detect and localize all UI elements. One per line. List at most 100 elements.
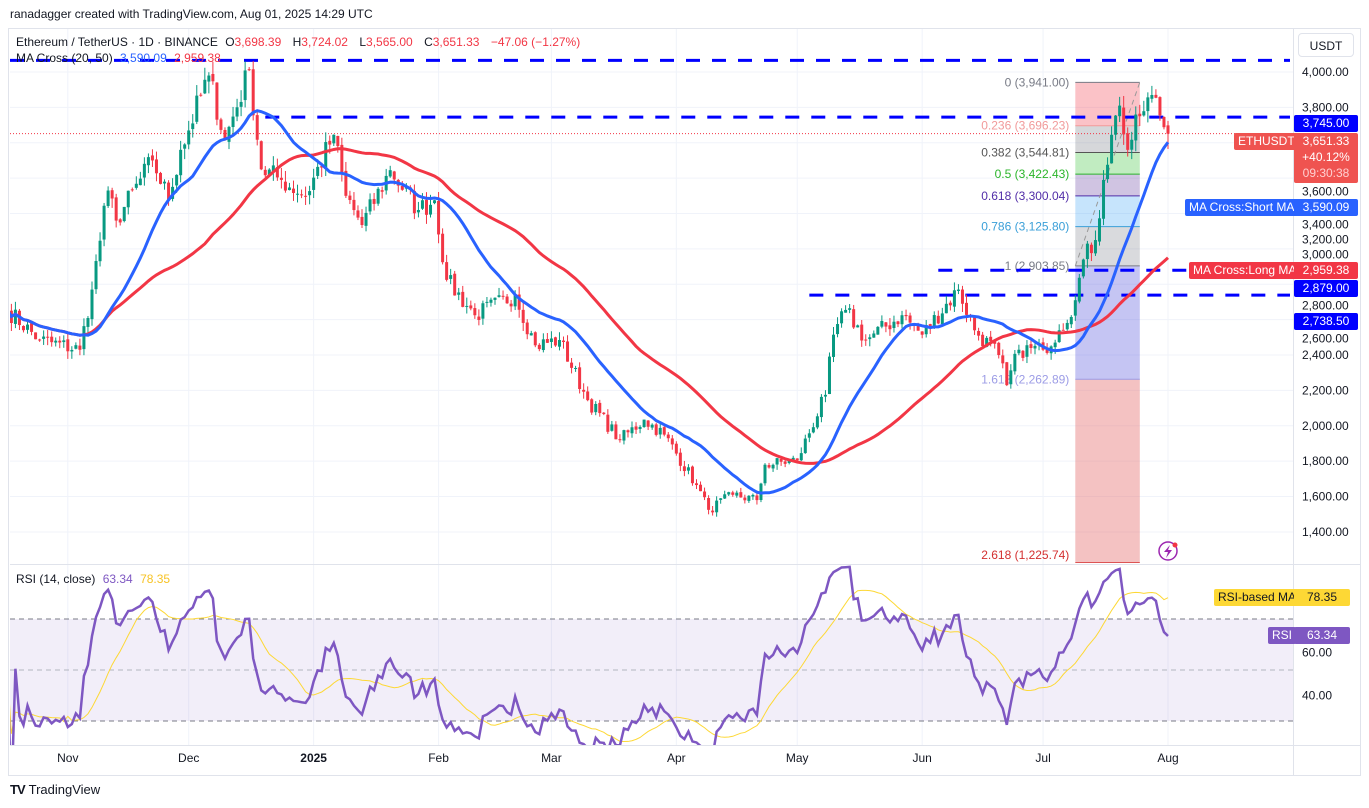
candle-body — [1162, 116, 1166, 128]
candle-body — [175, 174, 179, 186]
x-tick-label: Feb — [428, 751, 449, 765]
bar-countdown: 09:30:38 — [1302, 166, 1350, 181]
long-ma-tag: 2,959.38 — [1294, 262, 1358, 280]
candle-body — [711, 510, 715, 513]
candle-body — [70, 349, 74, 352]
candle-body — [1122, 107, 1126, 135]
candle-body — [416, 209, 420, 213]
candle-body — [255, 115, 259, 140]
candle-body — [743, 497, 747, 501]
candle-body — [388, 170, 392, 177]
rsi-ma-line — [10, 589, 1169, 742]
candle-body — [453, 273, 457, 296]
candle-body — [614, 424, 618, 440]
ma-short-value: 3,590.09 — [120, 51, 167, 65]
candle-body — [6, 305, 9, 310]
ohlc-open: O3,698.39 — [225, 35, 285, 49]
candle-body — [791, 457, 795, 461]
candle-body — [134, 183, 138, 188]
candle-body — [682, 466, 686, 472]
candle-body — [50, 336, 54, 343]
candle-body — [574, 367, 578, 369]
candle-body — [775, 458, 779, 465]
candle-body — [779, 458, 783, 462]
candle-body — [473, 308, 477, 316]
candle-body — [836, 324, 840, 335]
candle-body — [1093, 240, 1097, 254]
candle-body — [811, 427, 815, 433]
candle-body — [1065, 322, 1069, 330]
y-tick-label: 3,600.00 — [1302, 184, 1349, 198]
candle-body — [461, 291, 465, 307]
candle-body — [191, 123, 195, 130]
candle-body — [723, 494, 727, 499]
short-ma-label: MA Cross:Short MA — [1185, 199, 1299, 217]
tradingview-brand: TradingView — [28, 782, 101, 797]
tradingview-footer[interactable]: TV TradingView — [10, 782, 100, 797]
candle-body — [223, 129, 227, 141]
candle-body — [932, 315, 936, 327]
candle-body — [960, 289, 964, 304]
rsi-ma-label: RSI-based MA — [1214, 589, 1301, 607]
candle-body — [465, 305, 469, 307]
fib-level-label: 0 (3,941.00) — [1005, 75, 1070, 89]
candle-body — [948, 302, 952, 306]
candle-body — [566, 341, 570, 362]
candle-body — [324, 142, 328, 169]
ma-indicator-name: MA Cross (20, 50) — [16, 51, 113, 65]
fibonacci-retracement — [1074, 81, 1141, 563]
candle-body — [54, 340, 58, 343]
candle-body — [719, 498, 723, 500]
candle-body — [42, 336, 46, 339]
ma-legend[interactable]: MA Cross (20, 50) 3,590.09 2,959.38 — [16, 51, 225, 65]
candle-body — [300, 194, 304, 196]
candle-body — [767, 465, 771, 468]
x-tick-label: Jun — [912, 751, 931, 765]
rsi-indicator-name: RSI (14, close) — [16, 572, 96, 586]
y-tick-label: 1,400.00 — [1302, 525, 1349, 539]
currency-button[interactable]: USDT — [1298, 33, 1354, 57]
candle-body — [98, 240, 102, 262]
candle-body — [38, 339, 42, 341]
long-ma-label: MA Cross:Long MA — [1189, 262, 1301, 280]
rsi-legend[interactable]: RSI (14, close) 63.34 78.35 — [16, 572, 174, 586]
x-tick-label: May — [786, 751, 809, 765]
candle-body — [815, 416, 819, 428]
candle-body — [501, 295, 505, 297]
candle-body — [646, 420, 650, 427]
low-label: L — [359, 35, 367, 49]
candle-body — [263, 169, 267, 176]
rsi-tag: 63.34 — [1294, 627, 1350, 645]
candle-body — [420, 200, 424, 209]
fib-zone — [1075, 82, 1140, 126]
candle-body — [150, 155, 154, 161]
last-price-tag: 3,651.33 +40.12% 09:30:38 — [1294, 133, 1358, 184]
candle-body — [989, 336, 993, 342]
candle-body — [207, 75, 211, 82]
candle-body — [562, 340, 565, 343]
candle-body — [840, 311, 844, 324]
candle-body — [582, 389, 586, 392]
candle-body — [34, 332, 38, 340]
candle-body — [924, 325, 928, 335]
candle-body — [122, 206, 126, 222]
x-tick-label: Dec — [178, 751, 199, 765]
candle-body — [985, 337, 989, 347]
candle-body — [940, 313, 944, 325]
candle-body — [267, 169, 271, 175]
chart-frame — [8, 28, 1361, 776]
candle-body — [30, 323, 34, 332]
candle-body — [630, 427, 634, 434]
candle-body — [997, 342, 1001, 356]
candle-body — [666, 434, 670, 439]
candle-body — [533, 332, 537, 346]
candle-body — [235, 107, 239, 117]
candle-body — [1081, 259, 1085, 277]
fib-level-label: 1 (2,903.85) — [1005, 259, 1070, 273]
rsi-lines — [10, 565, 1169, 745]
long-ma-line — [10, 147, 1170, 465]
candle-body — [1013, 353, 1017, 372]
candle-body — [618, 439, 622, 441]
candle-body — [275, 167, 279, 178]
